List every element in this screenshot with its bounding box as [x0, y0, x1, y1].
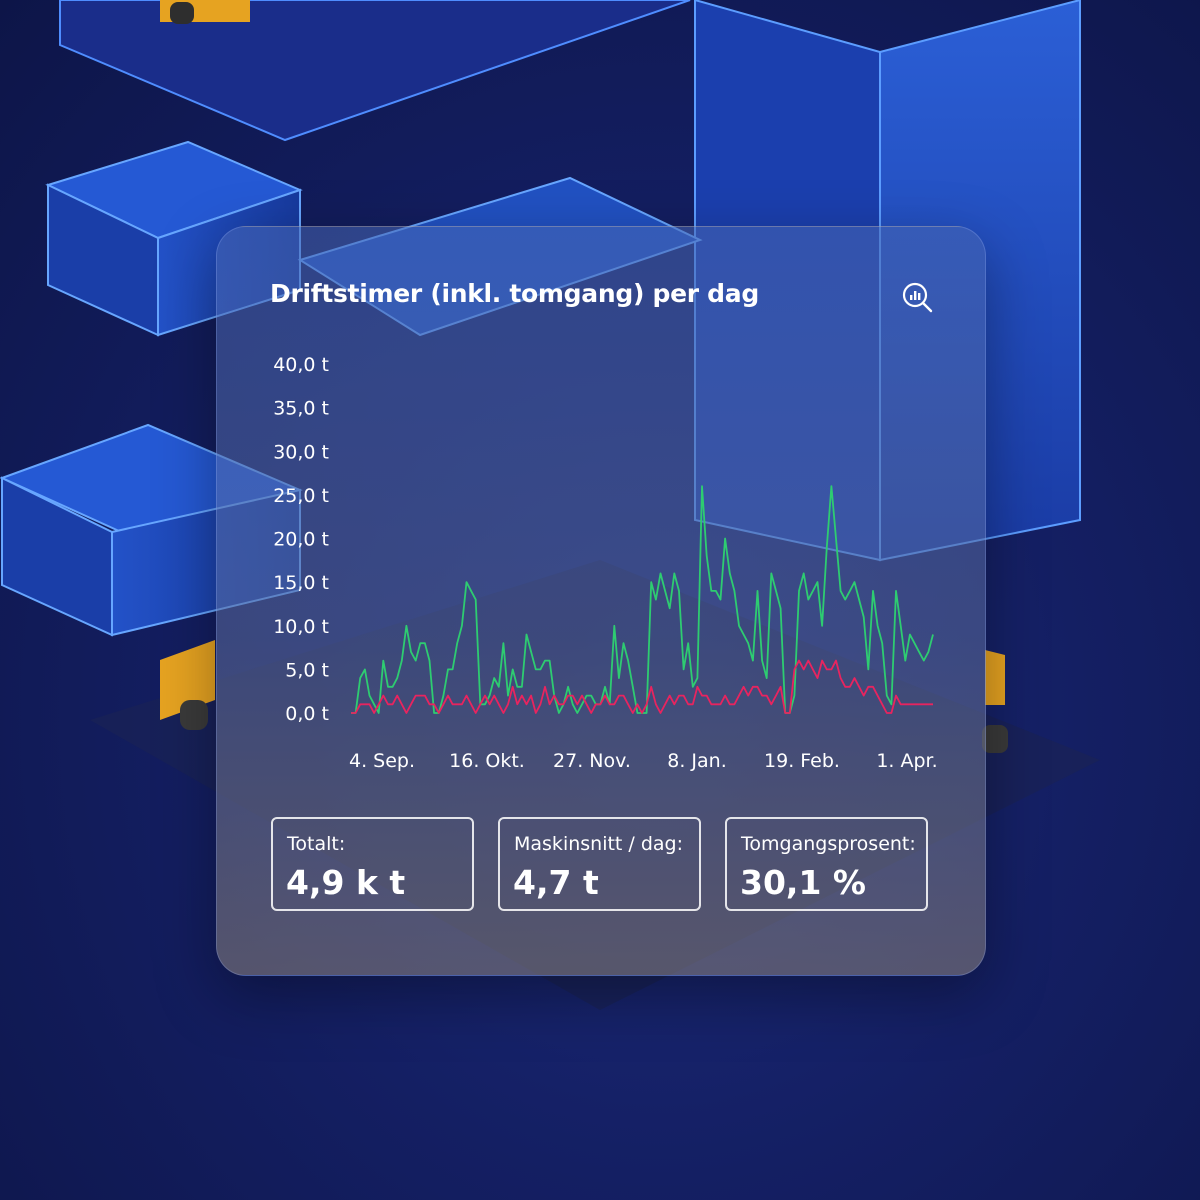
series-line-red	[351, 659, 933, 714]
y-tick-label: 40,0 t	[273, 354, 329, 376]
y-tick-label: 30,0 t	[273, 441, 329, 463]
stat-machine-average: Maskinsnitt / dag: 4,7 t	[498, 817, 701, 911]
x-tick-label: 16. Okt.	[449, 750, 525, 772]
x-tick-label: 4. Sep.	[349, 750, 415, 772]
card-title: Driftstimer (inkl. tomgang) per dag	[270, 279, 759, 308]
stat-total: Totalt: 4,9 k t	[271, 817, 474, 911]
dump-truck-right	[982, 650, 1008, 753]
line-chart: 0,0 t 5,0 t 10,0 t 15,0 t 20,0 t 25,0 t 30,0 t…	[273, 354, 937, 772]
y-tick-label: 35,0 t	[273, 398, 329, 420]
dump-truck-left	[160, 640, 215, 730]
x-tick-label: 8. Jan.	[667, 750, 727, 772]
x-tick-label: 1. Apr.	[876, 750, 937, 772]
stat-total-label: Totalt:	[287, 833, 346, 855]
y-tick-label: 20,0 t	[273, 529, 329, 551]
stat-total-value: 4,9 k t	[286, 863, 406, 902]
x-tick-label: 19. Feb.	[764, 750, 840, 772]
block-top-left	[59, 0, 691, 142]
operating-hours-card: Driftstimer (inkl. tomgang) per dag 0,0 …	[216, 226, 986, 976]
y-tick-label: 10,0 t	[273, 616, 329, 638]
y-tick-label: 15,0 t	[273, 572, 329, 594]
stat-idle-percentage-value: 30,1 %	[740, 863, 866, 902]
chart-magnifier-icon[interactable]	[900, 280, 934, 314]
stat-idle-percentage: Tomgangsprosent: 30,1 %	[725, 817, 928, 911]
stat-machine-average-label: Maskinsnitt / dag:	[514, 833, 684, 855]
y-tick-label: 25,0 t	[273, 485, 329, 507]
y-tick-label: 5,0 t	[285, 659, 329, 681]
stat-machine-average-value: 4,7 t	[513, 863, 599, 902]
truck-top	[160, 0, 250, 24]
y-tick-label: 0,0 t	[285, 703, 329, 725]
series-line-green	[351, 485, 934, 714]
x-tick-label: 27. Nov.	[553, 750, 631, 772]
stat-idle-percentage-label: Tomgangsprosent:	[741, 833, 916, 855]
